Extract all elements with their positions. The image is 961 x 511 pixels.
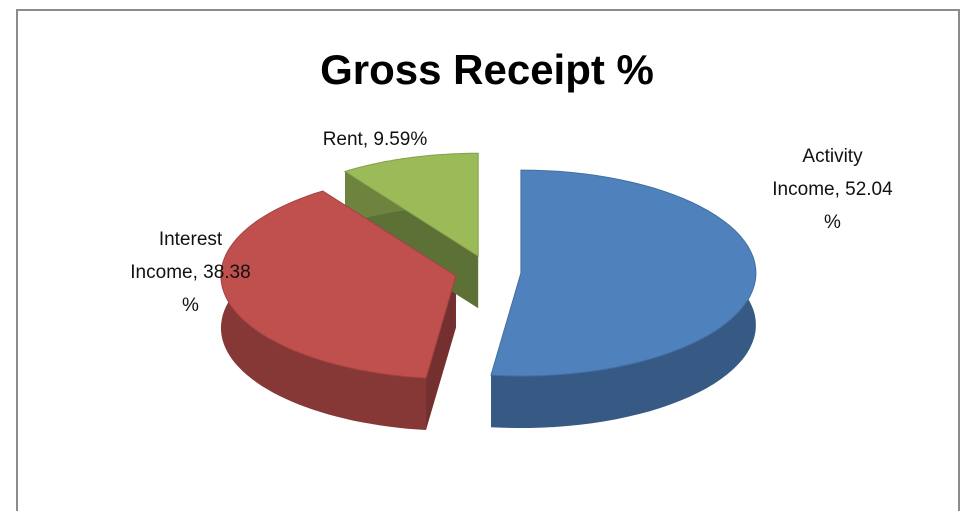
- data-label: Interest Income, 38.38 %: [130, 229, 251, 316]
- chart-title: Gross Receipt %: [320, 46, 654, 93]
- slice: [343, 152, 479, 258]
- data-label: Rent, 9.59%: [322, 129, 428, 150]
- chart-frame: [16, 9, 960, 511]
- slice: [220, 190, 457, 379]
- slice: [490, 169, 757, 377]
- data-label: Activity Income, 52.04 %: [772, 146, 893, 233]
